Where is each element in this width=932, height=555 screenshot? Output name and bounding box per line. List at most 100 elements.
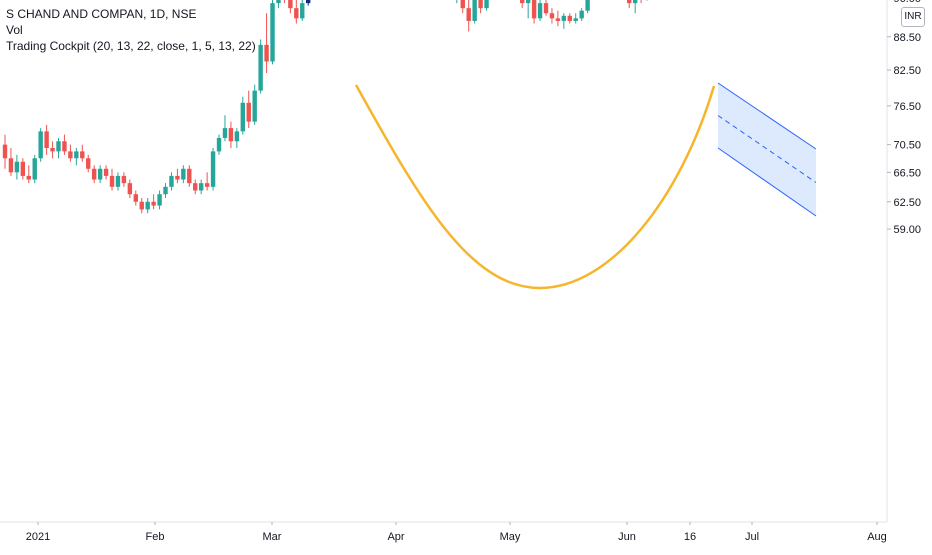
candle-body [531, 0, 537, 19]
candle[interactable] [157, 190, 162, 210]
candle-body [561, 15, 567, 21]
candle-body [549, 13, 555, 19]
candle[interactable] [525, 0, 531, 19]
candle[interactable] [210, 147, 216, 191]
symbol-title[interactable]: S CHAND AND COMPAN, 1D, NSE [6, 7, 197, 21]
currency-badge[interactable]: INR [901, 7, 925, 27]
price-tick-label: 82.50 [893, 65, 921, 77]
candle-body [38, 131, 43, 159]
candle[interactable] [121, 172, 127, 187]
candle[interactable] [264, 13, 269, 73]
candle[interactable] [276, 0, 281, 9]
candle[interactable] [549, 8, 555, 24]
candle[interactable] [115, 172, 121, 191]
candle-body [2, 144, 8, 159]
candle[interactable] [627, 0, 632, 9]
candle[interactable] [80, 144, 85, 162]
candle[interactable] [234, 128, 240, 148]
candle[interactable] [305, 0, 311, 6]
candle[interactable] [56, 137, 61, 159]
candle[interactable] [585, 0, 590, 14]
candle[interactable] [62, 134, 67, 155]
candle[interactable] [2, 134, 8, 169]
candle[interactable] [258, 39, 263, 94]
candle[interactable] [531, 0, 537, 24]
candle[interactable] [198, 179, 204, 195]
candle[interactable] [520, 0, 525, 9]
candle-body [169, 175, 174, 187]
candle[interactable] [50, 141, 55, 159]
cup-curve[interactable] [354, 84, 716, 290]
candle[interactable] [151, 194, 156, 210]
channel-upper-line[interactable] [717, 82, 817, 150]
candle[interactable] [478, 0, 483, 14]
candle-body [478, 0, 483, 9]
candle[interactable] [270, 0, 275, 65]
candle[interactable] [484, 0, 489, 11]
candle[interactable] [74, 147, 79, 166]
candle[interactable] [639, 0, 643, 4]
candle[interactable] [645, 0, 649, 1]
candle[interactable] [228, 121, 234, 148]
channel-median-line[interactable] [717, 115, 817, 183]
candle[interactable] [163, 183, 168, 198]
candle-body [294, 8, 299, 19]
candle[interactable] [20, 158, 26, 180]
candle[interactable] [561, 13, 567, 29]
candle[interactable] [466, 0, 471, 32]
candle[interactable] [455, 0, 459, 4]
candle[interactable] [139, 197, 144, 214]
candle[interactable] [44, 124, 49, 155]
candle[interactable] [193, 179, 198, 195]
candle[interactable] [86, 154, 91, 173]
candle-body [466, 8, 471, 21]
candle[interactable] [103, 165, 109, 180]
candle[interactable] [68, 144, 73, 162]
candle[interactable] [472, 0, 477, 24]
trading-cockpit-indicator-label[interactable]: Trading Cockpit (20, 13, 22, close, 1, 5… [6, 39, 256, 53]
channel-lower-line[interactable] [717, 147, 817, 217]
candle[interactable] [216, 134, 222, 155]
candle-body [74, 151, 79, 159]
candle[interactable] [204, 172, 210, 191]
candle[interactable] [246, 90, 251, 129]
candle-body [472, 0, 477, 21]
candle[interactable] [240, 96, 245, 135]
candle[interactable] [97, 165, 103, 184]
candle[interactable] [537, 0, 543, 21]
candle[interactable] [133, 190, 138, 206]
candle[interactable] [573, 13, 578, 24]
candle[interactable] [300, 0, 305, 21]
candle[interactable] [282, 0, 286, 4]
candle[interactable] [187, 165, 192, 187]
candle[interactable] [127, 179, 133, 198]
candle[interactable] [579, 8, 584, 21]
candle[interactable] [222, 115, 228, 142]
candle[interactable] [38, 128, 43, 162]
candle-body [579, 10, 584, 19]
candle[interactable] [169, 172, 174, 191]
candle[interactable] [555, 10, 561, 27]
candle[interactable] [32, 154, 37, 184]
candle[interactable] [181, 165, 186, 184]
candle[interactable] [460, 0, 465, 14]
candle[interactable] [567, 13, 572, 24]
candle[interactable] [145, 197, 150, 214]
candle[interactable] [175, 168, 180, 184]
volume-indicator-label[interactable]: Vol [6, 23, 23, 37]
candle[interactable] [543, 0, 549, 16]
candle[interactable] [109, 168, 115, 191]
candle-body [80, 151, 85, 159]
candle[interactable] [632, 0, 638, 14]
candle-body [151, 201, 156, 206]
candle[interactable] [91, 165, 97, 184]
candle[interactable] [288, 0, 293, 14]
candle-body [115, 175, 121, 187]
candle[interactable] [252, 84, 257, 125]
candle[interactable] [26, 165, 31, 184]
candle[interactable] [294, 0, 299, 24]
candle[interactable] [14, 154, 20, 180]
candle[interactable] [8, 147, 14, 176]
